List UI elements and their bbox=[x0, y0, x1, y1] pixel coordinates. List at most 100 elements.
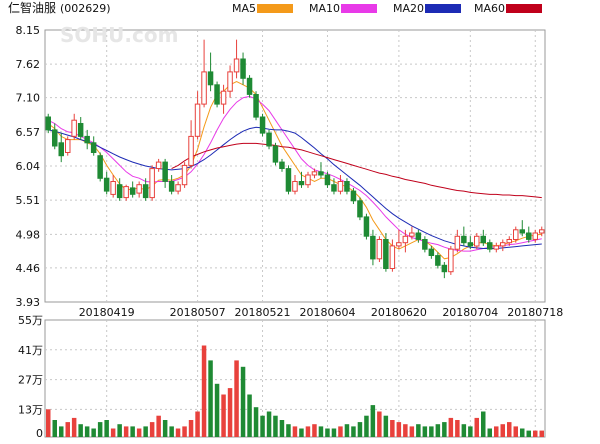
volume-bar bbox=[78, 424, 83, 437]
candle bbox=[305, 171, 311, 188]
candle bbox=[246, 75, 253, 98]
candle-body bbox=[539, 229, 545, 234]
candle-body bbox=[441, 264, 448, 273]
volume-bar bbox=[377, 411, 382, 437]
candle-body bbox=[142, 184, 149, 199]
candle bbox=[220, 84, 227, 114]
date-tick-label: 20180521 bbox=[235, 306, 291, 319]
candle bbox=[389, 239, 396, 272]
candle-body bbox=[350, 190, 357, 202]
candle-body bbox=[227, 71, 233, 92]
candle-body bbox=[266, 132, 272, 147]
candle-body bbox=[58, 142, 64, 157]
volume-bar bbox=[338, 426, 343, 437]
volume-bar bbox=[468, 426, 473, 437]
volume-bar bbox=[110, 428, 116, 437]
candle bbox=[350, 187, 357, 205]
candle-body bbox=[175, 184, 181, 192]
candle bbox=[214, 81, 220, 108]
volume-bar bbox=[240, 366, 246, 437]
candle bbox=[526, 226, 532, 243]
candle bbox=[142, 178, 149, 201]
volume-bar bbox=[221, 394, 226, 437]
candle-body bbox=[376, 239, 383, 260]
volume-bar bbox=[455, 420, 460, 437]
candle bbox=[97, 152, 103, 182]
candle-body bbox=[389, 245, 396, 269]
candle-body bbox=[71, 119, 77, 137]
candle-body bbox=[220, 90, 227, 105]
volume-bar bbox=[286, 424, 291, 437]
candle bbox=[298, 171, 305, 188]
candle bbox=[227, 65, 233, 98]
volume-bar bbox=[214, 383, 220, 437]
candle-body bbox=[337, 181, 344, 192]
volume-bar bbox=[325, 428, 330, 437]
candle-body bbox=[123, 186, 129, 199]
candle bbox=[480, 229, 486, 246]
volume-bar bbox=[52, 420, 57, 437]
legend-item: MA20 bbox=[393, 2, 461, 15]
candle bbox=[500, 239, 506, 252]
volume-bar bbox=[175, 428, 181, 437]
candle bbox=[454, 229, 461, 253]
candle bbox=[84, 129, 90, 150]
price-tick-label: 7.62 bbox=[16, 58, 41, 71]
legend-swatch bbox=[341, 4, 377, 13]
candle bbox=[52, 123, 58, 150]
candle-body bbox=[90, 142, 97, 154]
volume-bar bbox=[351, 426, 356, 437]
volume-bar bbox=[130, 426, 135, 437]
volume-bar bbox=[429, 426, 434, 437]
candle-body bbox=[253, 94, 259, 118]
candle bbox=[90, 136, 97, 156]
volume-bar bbox=[46, 409, 51, 437]
candle-body bbox=[52, 129, 58, 147]
candle bbox=[337, 175, 344, 195]
volume-bar bbox=[305, 426, 311, 437]
candle-body bbox=[519, 229, 525, 234]
watermark-text: SOHU.com bbox=[60, 23, 178, 47]
candle bbox=[266, 129, 272, 150]
volume-tick-label: 41万 bbox=[18, 344, 43, 357]
volume-bar bbox=[188, 420, 194, 437]
candle-body bbox=[233, 58, 240, 73]
candle bbox=[181, 162, 188, 188]
candle bbox=[318, 162, 324, 179]
candle-body bbox=[84, 135, 90, 144]
volume-panel-frame bbox=[44, 319, 546, 438]
volume-bar bbox=[117, 424, 122, 437]
candle-body bbox=[181, 164, 188, 186]
volume-bar bbox=[234, 360, 239, 437]
volume-bar bbox=[208, 360, 213, 437]
volume-bar bbox=[136, 428, 142, 437]
volume-bar bbox=[357, 422, 363, 437]
candle bbox=[129, 181, 136, 198]
volume-bar bbox=[292, 426, 298, 437]
stock-name: 仁智油服 bbox=[8, 0, 56, 15]
candle bbox=[422, 236, 428, 253]
price-tick-label: 8.15 bbox=[16, 24, 41, 37]
volume-tick-label: 0 bbox=[36, 427, 43, 440]
ma60-line bbox=[171, 142, 542, 199]
candle bbox=[357, 197, 363, 221]
volume-bar bbox=[260, 415, 265, 437]
volume-bar bbox=[162, 420, 168, 437]
volume-bar bbox=[533, 430, 538, 437]
candle-body bbox=[116, 184, 123, 199]
candle-body bbox=[110, 181, 116, 195]
candle bbox=[110, 175, 116, 198]
legend-swatch bbox=[257, 4, 293, 13]
legend-item: MA5 bbox=[232, 2, 293, 15]
legend-swatch bbox=[425, 4, 461, 13]
price-tick-label: 7.10 bbox=[16, 92, 41, 105]
volume-bar bbox=[474, 417, 479, 437]
candle-body bbox=[168, 181, 175, 192]
candle bbox=[467, 236, 474, 250]
volume-bar bbox=[149, 422, 155, 437]
candle-body bbox=[272, 145, 279, 163]
volume-bar bbox=[91, 428, 96, 437]
volume-bar bbox=[364, 415, 369, 437]
candle-body bbox=[383, 239, 389, 269]
candle-body bbox=[97, 155, 103, 179]
